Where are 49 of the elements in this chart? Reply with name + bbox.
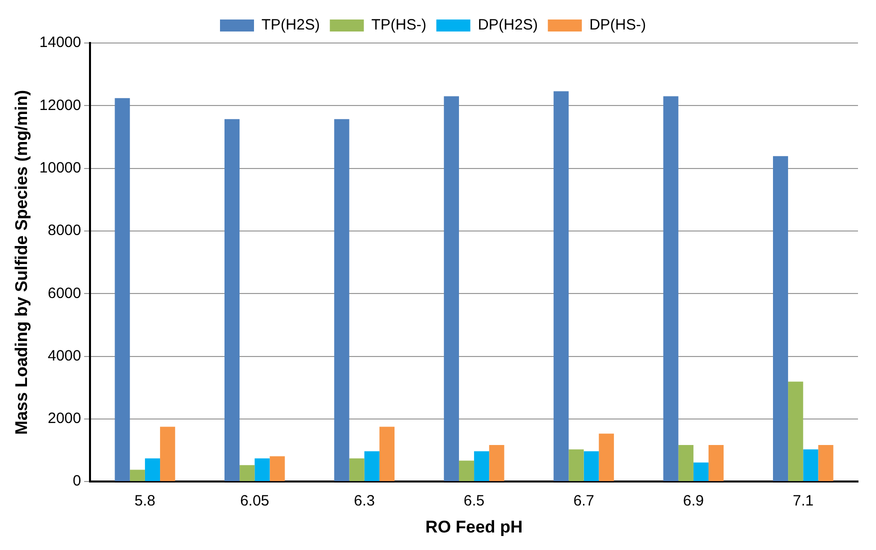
bar: [803, 449, 818, 482]
bar: [240, 465, 255, 482]
bar: [678, 444, 694, 482]
bar: [224, 119, 240, 482]
y-tick-label: 8000: [48, 222, 82, 240]
bar: [349, 458, 364, 482]
bar: [568, 449, 584, 482]
y-tick-label: 6000: [48, 284, 82, 302]
bar: [130, 470, 145, 482]
y-tick-label: 10000: [39, 159, 82, 176]
x-tick-label: 6.5: [464, 492, 484, 510]
bar: [598, 434, 614, 482]
bar: [584, 451, 599, 482]
bar: [144, 458, 160, 482]
bar: [818, 444, 834, 482]
x-tick-label: 6.05: [240, 492, 270, 510]
bar: [270, 456, 285, 482]
bar: [772, 156, 788, 482]
bar: [379, 426, 395, 482]
bar: [254, 458, 270, 482]
x-tick-label: 6.9: [683, 492, 704, 510]
x-tick-label: 7.1: [792, 492, 814, 510]
y-tick-label: 12000: [39, 96, 82, 114]
bar: [458, 460, 474, 482]
bar: [708, 444, 724, 482]
legend-label: DP(HS-): [589, 16, 646, 34]
y-tick-label: 14000: [39, 34, 82, 52]
x-axis-title: RO Feed pH: [425, 517, 523, 536]
y-tick-label: 4000: [48, 347, 82, 364]
y-tick-label: 2000: [48, 410, 82, 428]
bar: [364, 451, 380, 482]
bar: [114, 98, 130, 482]
legend-label: TP(H2S): [262, 16, 320, 34]
y-tick-label: 0: [72, 472, 82, 490]
y-axis-title: Mass Loading by Sulfide Species (mg/min): [12, 90, 31, 435]
bar: [444, 96, 459, 482]
bar: [788, 382, 804, 482]
x-tick-label: 5.8: [134, 492, 156, 510]
bar: [160, 426, 176, 482]
bar: [554, 91, 569, 482]
legend-label: TP(HS-): [371, 16, 426, 34]
bar: [693, 462, 709, 482]
bar: [663, 96, 678, 482]
x-tick-label: 6.3: [354, 492, 375, 510]
bar: [474, 451, 490, 482]
bar: [489, 444, 504, 482]
bar: [334, 119, 350, 482]
x-tick-label: 6.7: [573, 492, 594, 510]
legend-label: DP(H2S): [478, 16, 538, 34]
